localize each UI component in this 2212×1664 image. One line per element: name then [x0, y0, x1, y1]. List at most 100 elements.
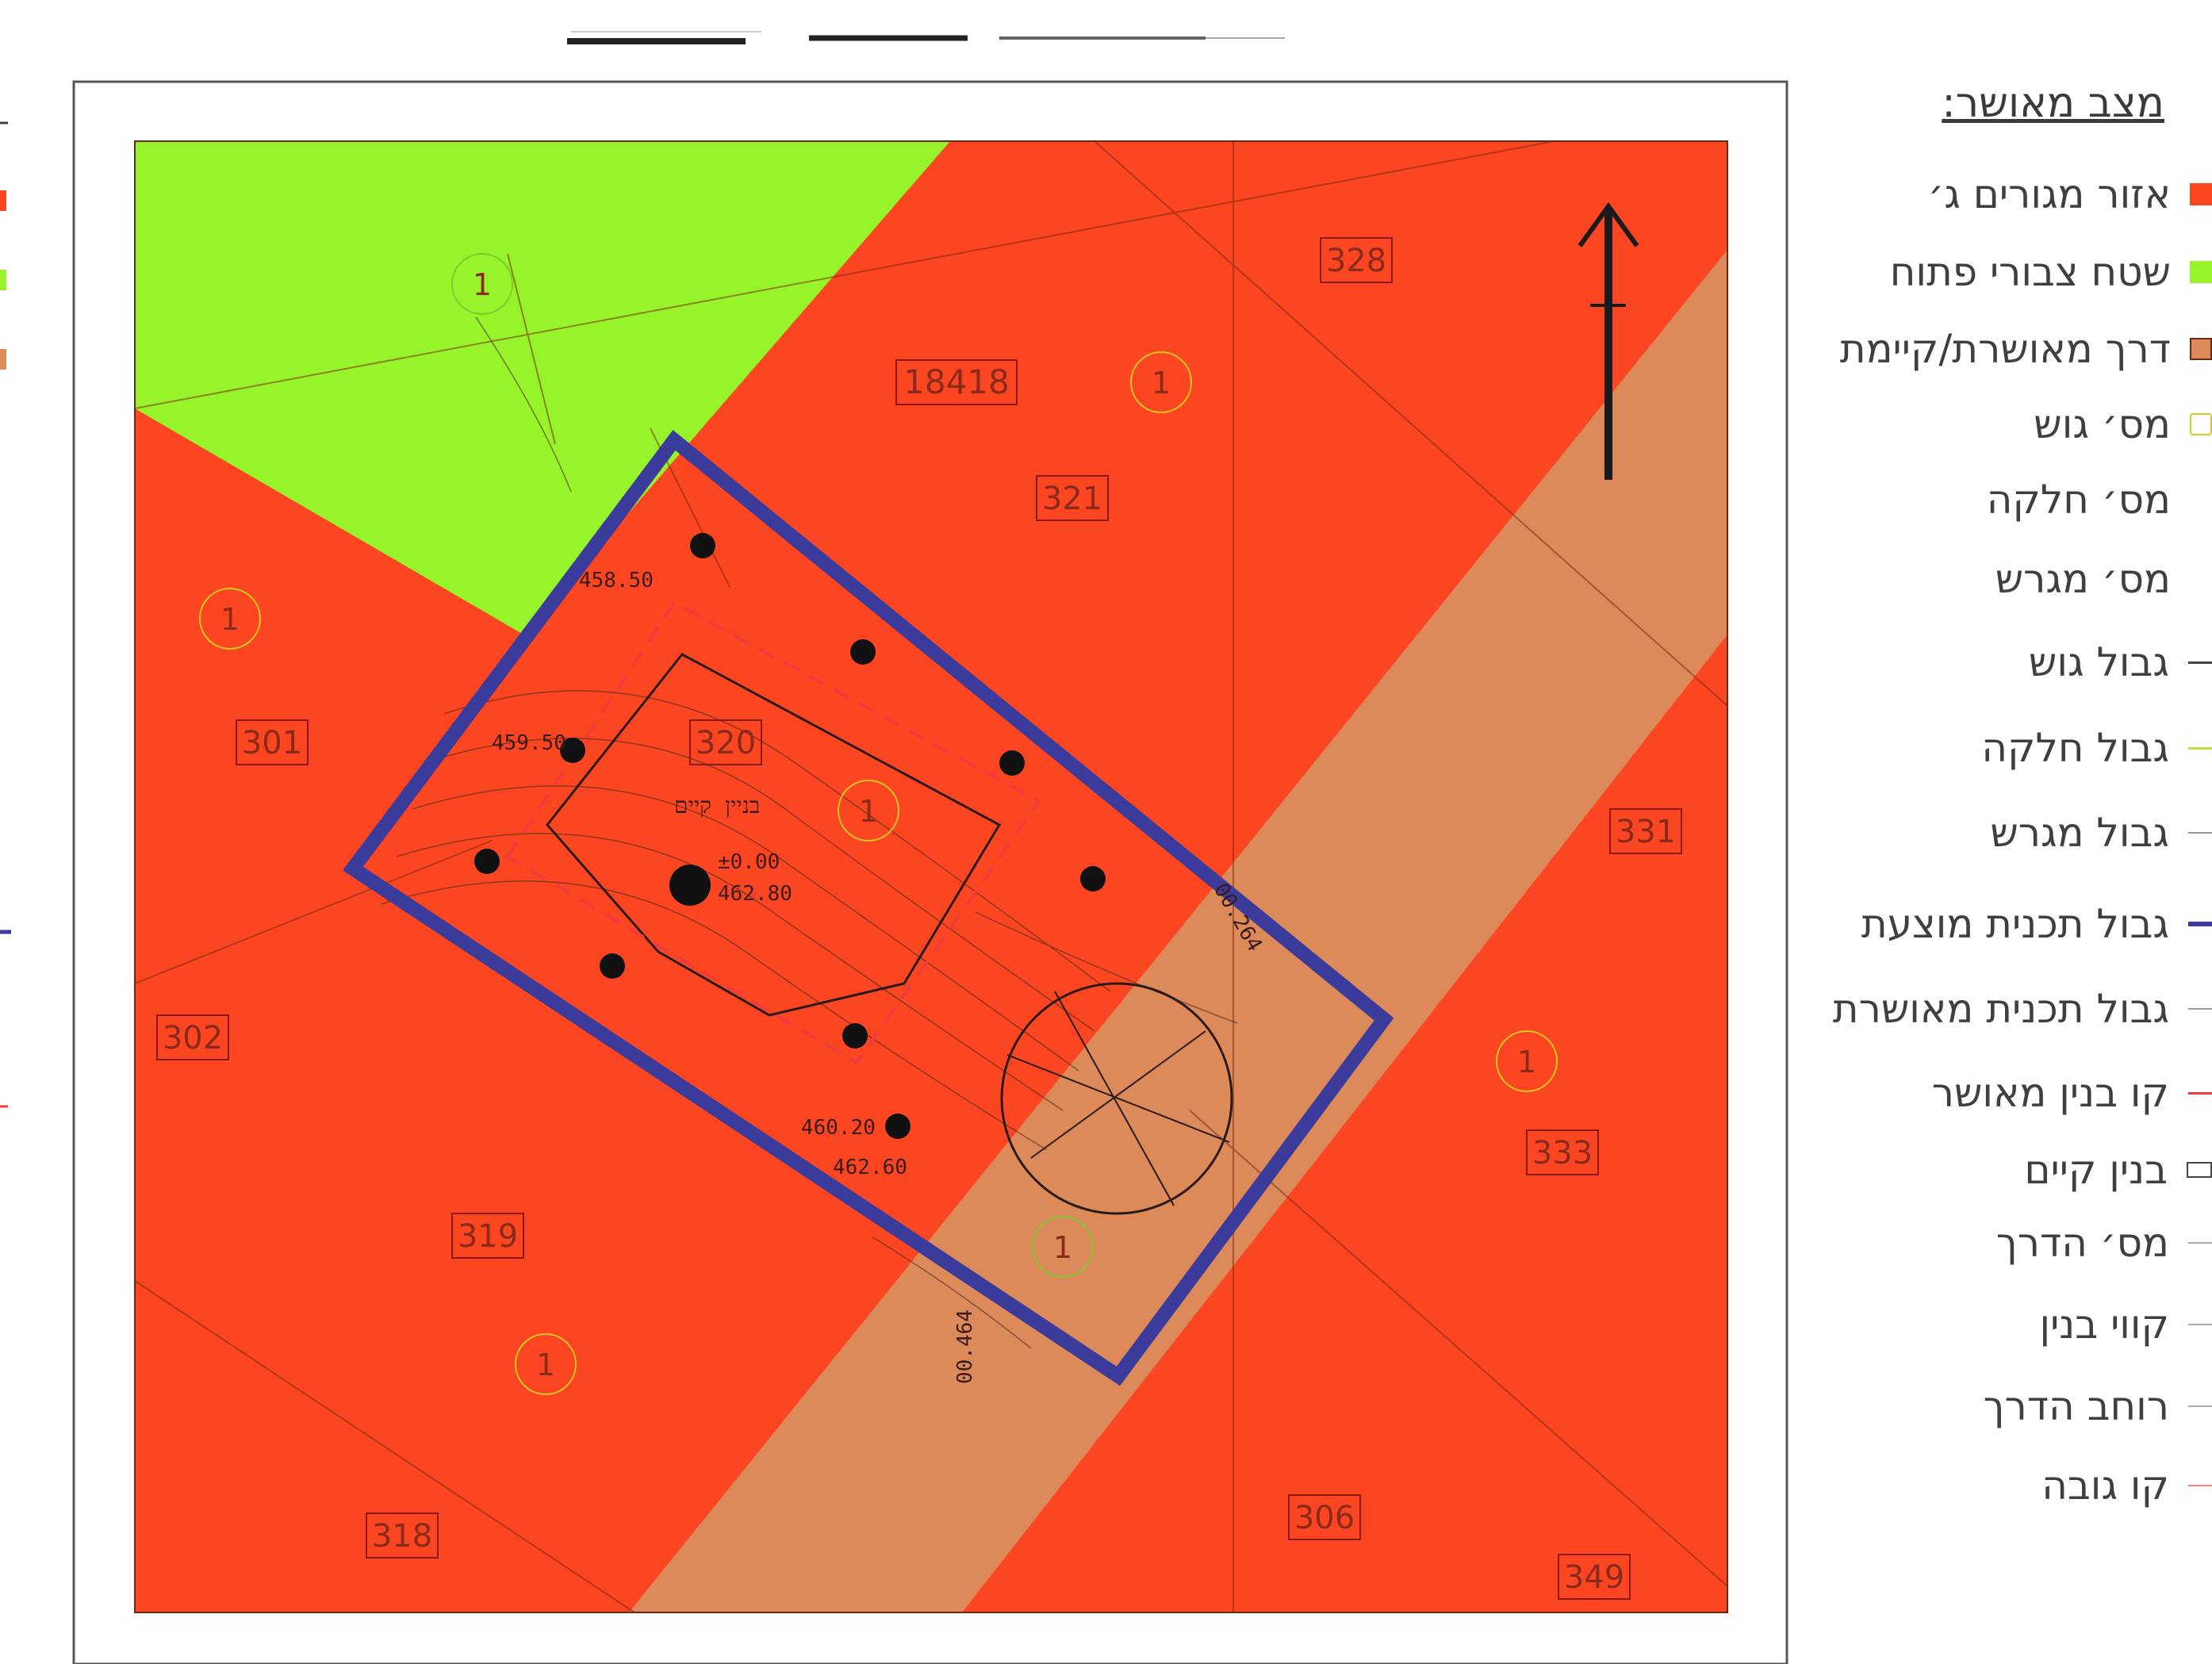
svg-text:349: 349	[1564, 1559, 1624, 1596]
road-number-swatch	[2188, 1242, 2212, 1244]
legend-label: גבול מגרש	[1990, 810, 2169, 856]
block-border-swatch	[2188, 661, 2212, 664]
svg-text:1: 1	[1517, 1045, 1536, 1079]
legend-title: מצב מאושר:	[1942, 79, 2164, 127]
elevation-label: 462.80	[718, 882, 792, 906]
legend-item: גבול תכנית מאושרת	[1833, 981, 2212, 1037]
legend-item: מס׳ חלקה	[1987, 472, 2212, 527]
parcel-label: 319	[451, 1213, 524, 1259]
legend-item: דרך מאושרת/קיימת	[1840, 321, 2212, 377]
parcel-number-swatch	[2190, 489, 2212, 511]
svg-text:301: 301	[242, 725, 302, 761]
open-space-swatch	[2190, 261, 2212, 283]
road-swatch	[2190, 338, 2212, 360]
proposed-plan-border	[343, 430, 1394, 1386]
legend-item: רוחב הדרך	[1984, 1378, 2212, 1434]
legend-label: אזור מגורים ג׳	[1927, 171, 2171, 217]
legend-label: קווי בנין	[2039, 1302, 2169, 1348]
road-label: 00.464	[953, 1309, 977, 1384]
svg-text:321: 321	[1042, 481, 1102, 517]
svg-text:318: 318	[372, 1518, 432, 1555]
legend-item: אזור מגורים ג׳	[1927, 167, 2212, 222]
existing-building-label: בניין קיים	[674, 792, 760, 819]
svg-text:306: 306	[1294, 1500, 1355, 1536]
legend-item: קו בנין מאושר	[1932, 1065, 2212, 1121]
legend-label: קו גובה	[2041, 1463, 2169, 1509]
plot-number: 1	[838, 780, 899, 842]
legend-item: מס׳ הדרך	[1996, 1215, 2212, 1271]
elevation-label: ±0.00	[718, 850, 780, 874]
svg-text:333: 333	[1532, 1135, 1593, 1171]
svg-text:1: 1	[473, 267, 492, 302]
legend-label: דרך מאושרת/קיימת	[1839, 326, 2171, 372]
svg-text:1: 1	[220, 602, 240, 637]
parcel-label: 321	[1036, 475, 1109, 521]
plot-border-swatch	[2188, 832, 2212, 834]
approved-building-line	[505, 600, 1041, 1065]
legend-label: שטח צבורי פתוח	[1889, 249, 2171, 295]
legend-label: מס׳ הדרך	[1995, 1220, 2169, 1266]
legend-item: שטח צבורי פתוח	[1890, 244, 2212, 300]
block-number: 18418	[895, 359, 1018, 405]
block-number-swatch	[2190, 413, 2212, 435]
legend-label: בנין קיים	[2024, 1147, 2168, 1193]
parcel-label: 328	[1320, 237, 1393, 283]
svg-text:331: 331	[1616, 814, 1676, 850]
plot-number: 1	[199, 588, 261, 650]
parcel-label: 331	[1609, 808, 1682, 854]
svg-text:320: 320	[696, 725, 756, 761]
plot-number-swatch	[2190, 568, 2212, 590]
plot-number: 1	[1032, 1216, 1094, 1278]
parcel-label: 301	[236, 719, 309, 765]
parcel-label: 306	[1288, 1494, 1361, 1540]
open-space-zone	[135, 141, 950, 635]
contour-lines	[380, 316, 1238, 1349]
approved-building-line-swatch	[2188, 1091, 2212, 1095]
svg-text:1: 1	[536, 1348, 555, 1382]
roundabout-circle	[1000, 982, 1233, 1215]
legend-label: גבול תכנית מאושרת	[1832, 986, 2169, 1032]
elevation-label: 458.50	[579, 569, 654, 592]
legend-item: מס׳ מגרש	[1995, 551, 2212, 607]
plot-number: 1	[451, 253, 513, 315]
survey-markers	[474, 533, 1106, 1139]
legend-label: גבול גוש	[2028, 639, 2169, 685]
parcel-lines	[135, 141, 1727, 1612]
road-width-swatch	[2188, 1405, 2212, 1407]
legend-label: מס׳ מגרש	[1995, 556, 2171, 602]
svg-text:1: 1	[859, 794, 878, 829]
approved-plan-border-swatch	[2188, 1008, 2212, 1010]
proposed-plan-border-swatch	[2188, 922, 2212, 926]
header-scribble	[567, 31, 1285, 44]
legend-label: רוחב הדרך	[1983, 1383, 2169, 1429]
legend-label: גבול חלקה	[1981, 725, 2169, 771]
parcel-label: 318	[366, 1513, 439, 1559]
road-zone	[629, 250, 1727, 1612]
parcel-label: 333	[1526, 1129, 1599, 1175]
legend-item: קווי בנין	[2039, 1297, 2212, 1352]
existing-building-outline	[546, 653, 1002, 1017]
legend-item: גבול חלקה	[1981, 720, 2212, 776]
legend-item: גבול מגרש	[1990, 805, 2212, 861]
legend-item: מס׳ גוש	[2034, 397, 2212, 452]
contour-line-swatch	[2188, 1485, 2212, 1486]
svg-text:319: 319	[458, 1218, 518, 1255]
existing-building-swatch	[2187, 1162, 2212, 1178]
svg-text:18418: 18418	[903, 362, 1010, 401]
elevation-label: 460.20	[801, 1116, 876, 1140]
legend-panel: מצב מאושר: אזור מגורים ג׳ שטח צבורי פתוח…	[1800, 79, 2212, 1555]
legend-item: בנין קיים	[2024, 1142, 2212, 1198]
legend-label: מס׳ גוש	[2034, 401, 2171, 447]
legend-item: קו גובה	[2041, 1458, 2212, 1513]
legend-item: גבול תכנית מוצעת	[1861, 896, 2212, 952]
parcel-label: 349	[1558, 1554, 1631, 1600]
legend-label: מס׳ חלקה	[1986, 477, 2171, 523]
elevation-label: 462.60	[833, 1156, 907, 1179]
plot-number: 1	[1130, 351, 1192, 413]
parcel-label: 320	[689, 719, 762, 765]
elevation-label: 459.50	[492, 731, 566, 755]
parcel-label: 302	[156, 1014, 229, 1060]
legend-label: גבול תכנית מוצעת	[1861, 901, 2169, 947]
svg-text:1: 1	[1053, 1230, 1072, 1265]
